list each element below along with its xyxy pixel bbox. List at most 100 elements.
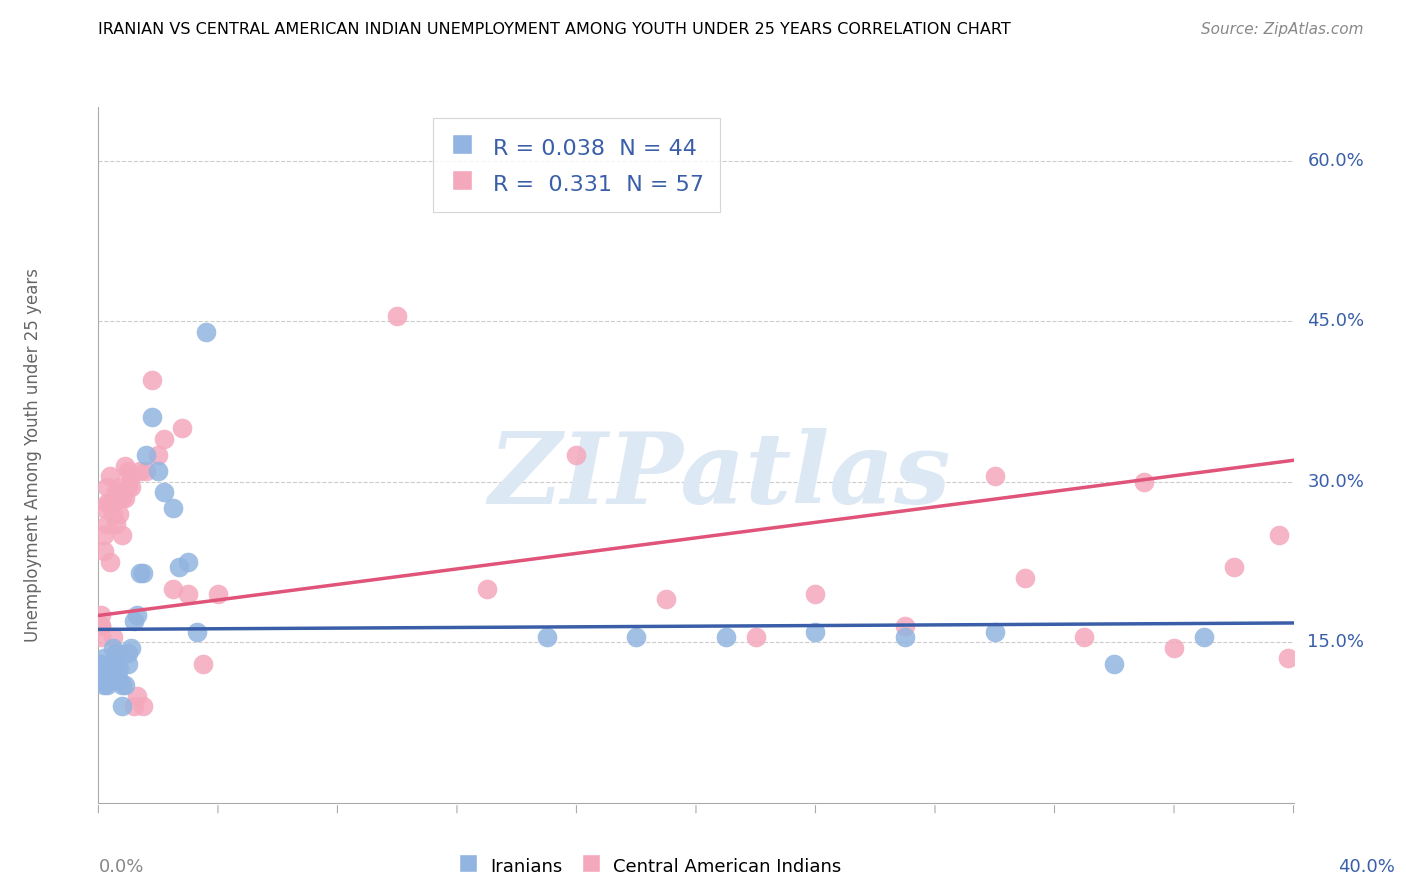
Point [90, 630, 112, 644]
Point [98, 667, 122, 681]
Point [153, 485, 176, 500]
Point [1073, 630, 1095, 644]
Point [1223, 560, 1246, 574]
Point [135, 464, 157, 478]
Point [655, 592, 678, 607]
Point [93, 651, 115, 665]
Point [624, 630, 647, 644]
Point [98, 469, 122, 483]
Point [103, 657, 125, 671]
Point [191, 657, 214, 671]
Point [141, 373, 163, 387]
Point [117, 480, 139, 494]
Point [114, 458, 136, 473]
Point [132, 566, 155, 580]
Text: ZIPatlas: ZIPatlas [489, 427, 950, 524]
Point [108, 662, 131, 676]
Point [105, 646, 128, 660]
Point [108, 507, 131, 521]
Point [93, 544, 115, 558]
Point [90, 619, 112, 633]
Point [98, 555, 122, 569]
Point [111, 699, 134, 714]
Text: 40.0%: 40.0% [1339, 858, 1395, 877]
Point [90, 662, 112, 676]
Point [1014, 571, 1036, 585]
Point [207, 587, 229, 601]
Point [93, 678, 115, 692]
Point [177, 555, 200, 569]
Point [132, 699, 155, 714]
Point [983, 624, 1005, 639]
Point [117, 464, 139, 478]
Point [1133, 475, 1156, 489]
Point [103, 507, 125, 521]
Point [141, 410, 163, 425]
Point [894, 619, 917, 633]
Point [93, 667, 115, 681]
Point [1192, 630, 1215, 644]
Point [148, 464, 170, 478]
Point [194, 325, 218, 339]
Legend: Iranians, Central American Indians: Iranians, Central American Indians [447, 847, 849, 884]
Point [120, 480, 142, 494]
Point [475, 582, 498, 596]
Point [103, 640, 125, 655]
Point [127, 608, 149, 623]
Point [111, 528, 134, 542]
Point [1267, 528, 1289, 542]
Point [90, 667, 112, 681]
Point [120, 469, 142, 483]
Point [117, 646, 139, 660]
Point [714, 630, 737, 644]
Point [894, 630, 917, 644]
Point [172, 421, 194, 435]
Point [111, 491, 134, 505]
Point [108, 480, 131, 494]
Text: 60.0%: 60.0% [1308, 152, 1364, 169]
Point [162, 582, 184, 596]
Point [93, 673, 115, 687]
Text: 15.0%: 15.0% [1308, 633, 1364, 651]
Point [93, 528, 115, 542]
Point [105, 517, 128, 532]
Point [129, 566, 152, 580]
Text: IRANIAN VS CENTRAL AMERICAN INDIAN UNEMPLOYMENT AMONG YOUTH UNDER 25 YEARS CORRE: IRANIAN VS CENTRAL AMERICAN INDIAN UNEMP… [98, 22, 1011, 37]
Point [105, 485, 128, 500]
Point [124, 614, 146, 628]
Point [536, 630, 558, 644]
Point [90, 608, 112, 623]
Point [108, 673, 131, 687]
Point [804, 624, 827, 639]
Point [804, 587, 827, 601]
Point [114, 491, 136, 505]
Text: 0.0%: 0.0% [98, 858, 143, 877]
Text: Unemployment Among Youth under 25 years: Unemployment Among Youth under 25 years [24, 268, 42, 642]
Point [124, 699, 146, 714]
Point [96, 480, 118, 494]
Point [105, 657, 128, 671]
Point [98, 496, 122, 510]
Point [103, 630, 125, 644]
Point [167, 560, 190, 574]
Point [108, 491, 131, 505]
Point [96, 662, 118, 676]
Point [177, 587, 200, 601]
Point [103, 496, 125, 510]
Point [96, 517, 118, 532]
Point [96, 678, 118, 692]
Point [745, 630, 768, 644]
Point [90, 619, 112, 633]
Point [153, 432, 176, 446]
Point [565, 448, 588, 462]
Point [93, 501, 115, 516]
Point [117, 657, 139, 671]
Point [1104, 657, 1126, 671]
Text: 45.0%: 45.0% [1308, 312, 1365, 330]
Point [1163, 640, 1185, 655]
Point [186, 624, 208, 639]
Point [96, 496, 118, 510]
Point [385, 309, 409, 323]
Point [983, 469, 1005, 483]
Point [135, 448, 157, 462]
